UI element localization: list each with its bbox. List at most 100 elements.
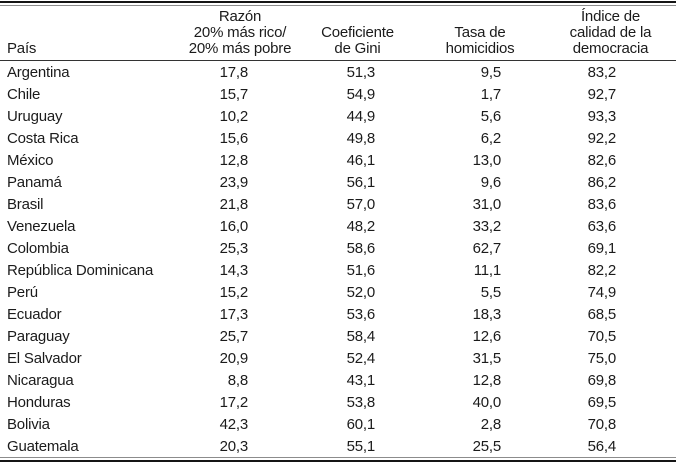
value-cell: 51,3 — [346, 63, 376, 81]
table-row: Panamá 23,9 56,1 9,6 86,2 — [0, 171, 676, 193]
value-cell: 31,0 — [472, 195, 502, 213]
value-cell: 12,6 — [472, 327, 502, 345]
value-cell: 92,2 — [587, 129, 617, 147]
country-cell: Colombia — [7, 239, 69, 257]
table-row: Bolivia 42,3 60,1 2,8 70,8 — [0, 413, 676, 435]
country-cell: Bolivia — [7, 415, 50, 433]
table-top-rule-thick — [0, 1, 676, 3]
value-cell: 23,9 — [219, 173, 249, 191]
country-cell: Guatemala — [7, 437, 79, 455]
value-cell: 48,2 — [346, 217, 376, 235]
value-cell: 68,5 — [587, 305, 617, 323]
value-cell: 70,8 — [587, 415, 617, 433]
column-header-democracia: Índice de calidad de la democracia — [569, 8, 652, 57]
value-cell: 33,2 — [472, 217, 502, 235]
value-cell: 49,8 — [346, 129, 376, 147]
country-cell: Panamá — [7, 173, 62, 191]
value-cell: 56,1 — [346, 173, 376, 191]
country-cell: Uruguay — [7, 107, 63, 125]
value-cell: 69,1 — [587, 239, 617, 257]
table-row: México 12,8 46,1 13,0 82,6 — [0, 149, 676, 171]
value-cell: 92,7 — [587, 85, 617, 103]
value-cell: 8,8 — [227, 371, 248, 389]
table-bottom-rule-thick — [0, 460, 676, 462]
table-row: Ecuador 17,3 53,6 18,3 68,5 — [0, 303, 676, 325]
value-cell: 86,2 — [587, 173, 617, 191]
value-cell: 55,1 — [346, 437, 376, 455]
value-cell: 9,6 — [480, 173, 501, 191]
country-cell: Chile — [7, 85, 41, 103]
value-cell: 16,0 — [219, 217, 249, 235]
table-row: Costa Rica 15,6 49,8 6,2 92,2 — [0, 127, 676, 149]
value-cell: 9,5 — [480, 63, 501, 81]
value-cell: 63,6 — [587, 217, 617, 235]
value-cell: 83,6 — [587, 195, 617, 213]
value-cell: 54,9 — [346, 85, 376, 103]
value-cell: 58,4 — [346, 327, 376, 345]
value-cell: 75,0 — [587, 349, 617, 367]
country-cell: Ecuador — [7, 305, 62, 323]
country-cell: Argentina — [7, 63, 70, 81]
value-cell: 14,3 — [219, 261, 249, 279]
country-cell: Venezuela — [7, 217, 76, 235]
value-cell: 11,1 — [473, 261, 501, 279]
country-cell: Nicaragua — [7, 371, 74, 389]
country-cell: México — [7, 151, 54, 169]
value-cell: 51,6 — [346, 261, 376, 279]
table-row: Nicaragua 8,8 43,1 12,8 69,8 — [0, 369, 676, 391]
value-cell: 40,0 — [472, 393, 502, 411]
value-cell: 20,9 — [219, 349, 249, 367]
value-cell: 43,1 — [346, 371, 376, 389]
table-header-row: País Razón 20% más rico/ 20% más pobre C… — [0, 6, 676, 61]
value-cell: 25,5 — [472, 437, 502, 455]
value-cell: 60,1 — [346, 415, 376, 433]
value-cell: 10,2 — [219, 107, 249, 125]
table-body: Argentina 17,8 51,3 9,5 83,2 Chile 15,7 54,9 1,7… — [0, 61, 676, 458]
value-cell: 57,0 — [346, 195, 376, 213]
value-cell: 69,5 — [587, 393, 617, 411]
value-cell: 25,7 — [219, 327, 249, 345]
value-cell: 70,5 — [587, 327, 617, 345]
table-row: Honduras 17,2 53,8 40,0 69,5 — [0, 391, 676, 413]
value-cell: 56,4 — [587, 437, 617, 455]
column-header-razon: Razón 20% más rico/ 20% más pobre — [188, 8, 292, 57]
table-row: El Salvador 20,9 52,4 31,5 75,0 — [0, 347, 676, 369]
table-row: Colombia 25,3 58,6 62,7 69,1 — [0, 237, 676, 259]
country-cell: Perú — [7, 283, 38, 301]
table-top-rule-thin — [0, 5, 676, 6]
value-cell: 6,2 — [480, 129, 501, 147]
value-cell: 93,3 — [587, 107, 617, 125]
table-row: Uruguay 10,2 44,9 5,6 93,3 — [0, 105, 676, 127]
country-cell: Paraguay — [7, 327, 70, 345]
value-cell: 15,7 — [219, 85, 249, 103]
value-cell: 17,3 — [219, 305, 249, 323]
column-header-homicidios: Tasa de homicidios — [445, 24, 515, 57]
value-cell: 13,0 — [472, 151, 502, 169]
table-row: Argentina 17,8 51,3 9,5 83,2 — [0, 61, 676, 84]
value-cell: 12,8 — [472, 371, 502, 389]
value-cell: 12,8 — [219, 151, 249, 169]
value-cell: 18,3 — [472, 305, 502, 323]
column-header-pais: País — [7, 40, 37, 57]
table-bottom-rule-thin — [0, 457, 676, 458]
table-row: Brasil 21,8 57,0 31,0 83,6 — [0, 193, 676, 215]
value-cell: 42,3 — [219, 415, 249, 433]
value-cell: 21,8 — [219, 195, 249, 213]
table-row: Venezuela 16,0 48,2 33,2 63,6 — [0, 215, 676, 237]
value-cell: 83,2 — [587, 63, 617, 81]
table-header: País Razón 20% más rico/ 20% más pobre C… — [0, 6, 676, 61]
value-cell: 44,9 — [346, 107, 376, 125]
value-cell: 53,6 — [346, 305, 376, 323]
country-cell: El Salvador — [7, 349, 82, 367]
value-cell: 82,2 — [587, 261, 617, 279]
value-cell: 58,6 — [346, 239, 376, 257]
value-cell: 20,3 — [219, 437, 249, 455]
value-cell: 5,6 — [480, 107, 501, 125]
value-cell: 69,8 — [587, 371, 617, 389]
table-row: República Dominicana 14,3 51,6 11,1 82,2 — [0, 259, 676, 281]
statistics-table: País Razón 20% más rico/ 20% más pobre C… — [0, 6, 676, 457]
value-cell: 1,7 — [480, 85, 501, 103]
value-cell: 52,4 — [346, 349, 376, 367]
table-row: Paraguay 25,7 58,4 12,6 70,5 — [0, 325, 676, 347]
